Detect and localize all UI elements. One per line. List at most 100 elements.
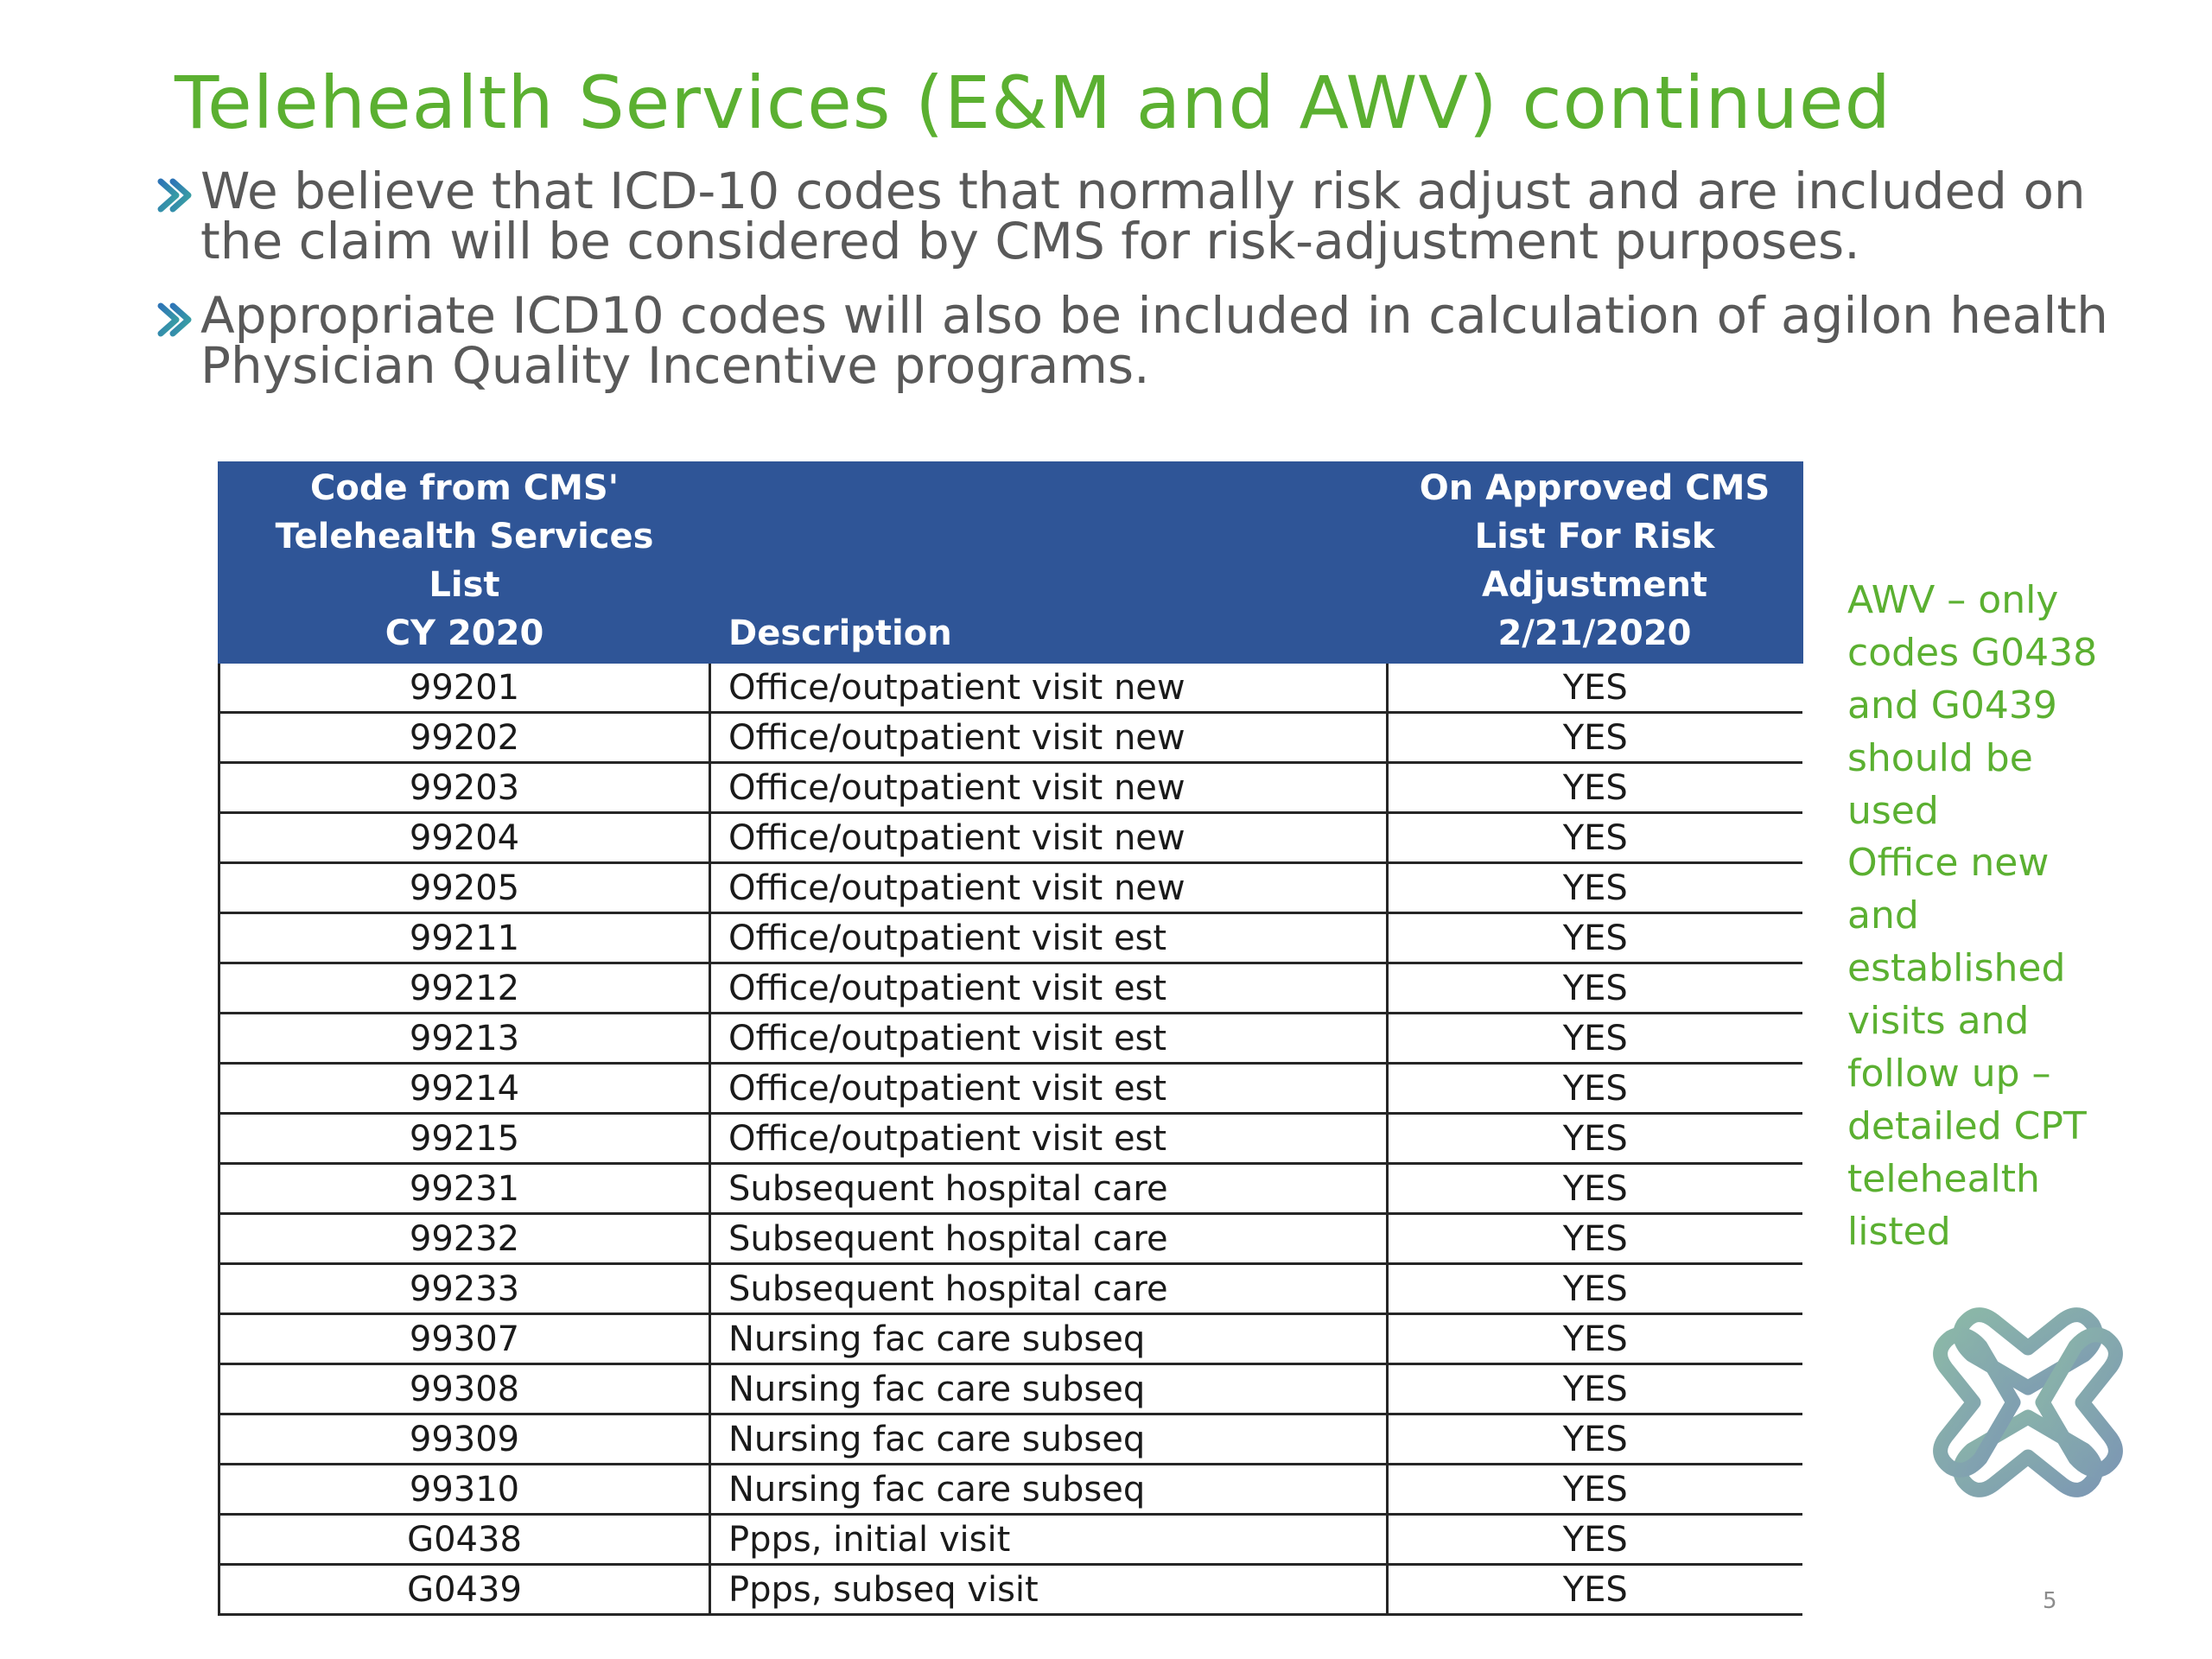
table-row: 99204 Office/outpatient visit new YES: [218, 811, 1802, 864]
cell-description: Nursing fac care subseq: [709, 1463, 1389, 1516]
table-row: 99202 Office/outpatient visit new YES: [218, 711, 1802, 764]
cell-cms-approved: YES: [1386, 811, 1802, 864]
cell-code: 99214: [218, 1062, 711, 1115]
cell-cms-approved: YES: [1386, 912, 1802, 964]
table-row: 99205 Office/outpatient visit new YES: [218, 861, 1802, 914]
cell-cms-approved: YES: [1386, 1112, 1802, 1165]
cell-code: 99310: [218, 1463, 711, 1516]
cell-cms-approved: YES: [1386, 661, 1802, 714]
header-code-line: Code from CMS': [310, 468, 619, 508]
cell-description: Ppps, initial visit: [709, 1513, 1389, 1566]
cell-cms-approved: YES: [1386, 1363, 1802, 1415]
cell-code: 99201: [218, 661, 711, 714]
cell-cms-approved: YES: [1386, 711, 1802, 764]
table-header-row: Code from CMS' Telehealth Services List …: [218, 461, 1803, 664]
cell-description: Ppps, subseq visit: [709, 1563, 1389, 1616]
cell-code: 99215: [218, 1112, 711, 1165]
page-number: 5: [2043, 1588, 2057, 1614]
cell-cms-approved: YES: [1386, 1413, 1802, 1465]
side-note-awv: AWV – only codes G0438 and G0439 should …: [1847, 574, 2133, 837]
table-row: 99310 Nursing fac care subseq YES: [218, 1463, 1802, 1516]
cell-cms-approved: YES: [1386, 1262, 1802, 1315]
cell-code: 99211: [218, 912, 711, 964]
side-note-line: established: [1847, 946, 2066, 990]
cell-cms-approved: YES: [1386, 1212, 1802, 1265]
header-cms-line: List For Risk: [1474, 517, 1715, 556]
header-description: Description: [709, 461, 1389, 664]
side-note-line: telehealth: [1847, 1157, 2040, 1201]
cell-description: Office/outpatient visit est: [709, 1062, 1389, 1115]
header-cms-line: 2/21/2020: [1497, 613, 1692, 653]
cell-cms-approved: YES: [1386, 1463, 1802, 1516]
table-row: 99308 Nursing fac care subseq YES: [218, 1363, 1802, 1415]
cell-cms-approved: YES: [1386, 1513, 1802, 1566]
table-row: G0438 Ppps, initial visit YES: [218, 1513, 1802, 1566]
cell-code: 99232: [218, 1212, 711, 1265]
cell-description: Office/outpatient visit new: [709, 761, 1389, 814]
bullet-text: We believe that ICD-10 codes that normal…: [200, 162, 2086, 270]
side-note-line: and G0439: [1847, 683, 2057, 728]
cell-code: 99205: [218, 861, 711, 914]
cell-code: 99309: [218, 1413, 711, 1465]
cell-cms-approved: YES: [1386, 962, 1802, 1014]
cell-description: Office/outpatient visit new: [709, 811, 1389, 864]
cell-description: Office/outpatient visit est: [709, 1012, 1389, 1065]
cell-cms-approved: YES: [1386, 1313, 1802, 1365]
table-row: 99231 Subsequent hospital care YES: [218, 1162, 1802, 1215]
cell-code: 99308: [218, 1363, 711, 1415]
cell-cms-approved: YES: [1386, 1563, 1802, 1616]
table-row: 99211 Office/outpatient visit est YES: [218, 912, 1802, 964]
cell-description: Nursing fac care subseq: [709, 1413, 1389, 1465]
cell-code: 99212: [218, 962, 711, 1014]
header-code-line: CY 2020: [385, 613, 544, 653]
table-row: 99309 Nursing fac care subseq YES: [218, 1413, 1802, 1465]
cell-code: 99231: [218, 1162, 711, 1215]
cell-cms-approved: YES: [1386, 861, 1802, 914]
header-code-line: Telehealth Services List: [275, 517, 654, 605]
table-row: 99307 Nursing fac care subseq YES: [218, 1313, 1802, 1365]
cell-code: 99233: [218, 1262, 711, 1315]
cell-code: G0438: [218, 1513, 711, 1566]
cell-description: Nursing fac care subseq: [709, 1313, 1389, 1365]
cell-description: Office/outpatient visit est: [709, 1112, 1389, 1165]
header-cms-line: Adjustment: [1481, 565, 1708, 605]
cell-code: 99203: [218, 761, 711, 814]
cell-code: 99204: [218, 811, 711, 864]
cell-description: Subsequent hospital care: [709, 1212, 1389, 1265]
header-cms-line: On Approved CMS: [1419, 468, 1770, 508]
table-row: 99201 Office/outpatient visit new YES: [218, 661, 1802, 714]
cell-code: 99202: [218, 711, 711, 764]
cell-description: Office/outpatient visit new: [709, 661, 1389, 714]
side-note-line: detailed CPT: [1847, 1104, 2087, 1148]
bullet-text: Appropriate ICD10 codes will also be inc…: [200, 286, 2108, 395]
cell-description: Office/outpatient visit est: [709, 962, 1389, 1014]
cell-description: Office/outpatient visit new: [709, 861, 1389, 914]
agilon-logo-icon: [1933, 1307, 2123, 1497]
table-row: G0439 Ppps, subseq visit YES: [218, 1563, 1802, 1616]
cell-description: Subsequent hospital care: [709, 1162, 1389, 1215]
side-note-line: AWV – only: [1847, 578, 2059, 622]
chevron-right-icon: [157, 178, 192, 213]
cell-code: G0439: [218, 1563, 711, 1616]
slide-title: Telehealth Services (E&M and AWV) contin…: [175, 60, 1891, 145]
side-note-office: Office new and established visits and fo…: [1847, 836, 2133, 1258]
cell-description: Office/outpatient visit est: [709, 912, 1389, 964]
table-row: 99232 Subsequent hospital care YES: [218, 1212, 1802, 1265]
bullet-point: Appropriate ICD10 codes will also be inc…: [156, 290, 2108, 391]
table-row: 99215 Office/outpatient visit est YES: [218, 1112, 1802, 1165]
side-note-line: should be used: [1847, 736, 2033, 833]
telehealth-codes-table: Code from CMS' Telehealth Services List …: [218, 461, 1803, 1616]
table-row: 99213 Office/outpatient visit est YES: [218, 1012, 1802, 1065]
header-cms-approved: On Approved CMS List For Risk Adjustment…: [1386, 461, 1803, 664]
side-note-line: visits and: [1847, 999, 2030, 1043]
header-code: Code from CMS' Telehealth Services List …: [218, 461, 711, 664]
table-row: 99233 Subsequent hospital care YES: [218, 1262, 1802, 1315]
cell-description: Nursing fac care subseq: [709, 1363, 1389, 1415]
cell-cms-approved: YES: [1386, 761, 1802, 814]
side-note-line: Office new and: [1847, 841, 2050, 938]
cell-cms-approved: YES: [1386, 1062, 1802, 1115]
cell-description: Office/outpatient visit new: [709, 711, 1389, 764]
cell-cms-approved: YES: [1386, 1162, 1802, 1215]
side-note-line: listed: [1847, 1210, 1951, 1254]
chevron-right-icon: [157, 302, 192, 337]
